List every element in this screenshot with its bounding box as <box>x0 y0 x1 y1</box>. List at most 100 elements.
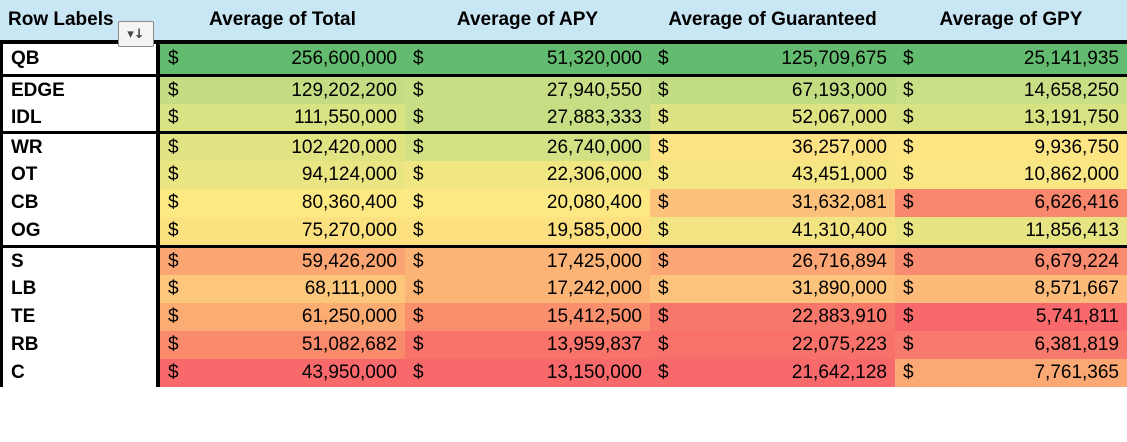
row-label[interactable]: EDGE <box>0 77 160 104</box>
table-row: EDGE $129,202,200 $27,940,550 $67,193,000 $1… <box>0 74 1127 104</box>
currency-symbol: $ <box>413 220 424 241</box>
row-labels-header[interactable]: Row Labels ▾↓ <box>0 0 160 47</box>
currency-symbol: $ <box>168 278 179 299</box>
currency-symbol: $ <box>168 164 179 185</box>
value-cell[interactable]: $43,451,000 <box>650 161 895 189</box>
cell-value: 129,202,200 <box>291 79 397 101</box>
value-cell[interactable]: $31,890,000 <box>650 275 895 303</box>
value-cell[interactable]: $102,420,000 <box>160 134 405 161</box>
currency-symbol: $ <box>413 250 424 272</box>
value-cell[interactable]: $14,658,250 <box>895 77 1127 104</box>
cell-value: 17,242,000 <box>546 278 642 299</box>
row-label[interactable]: C <box>0 359 160 387</box>
currency-symbol: $ <box>903 362 914 383</box>
cell-value: 67,193,000 <box>791 79 887 101</box>
average-of-apy-header[interactable]: Average of APY <box>456 9 599 30</box>
currency-symbol: $ <box>658 106 669 128</box>
value-cell[interactable]: $36,257,000 <box>650 134 895 161</box>
row-label[interactable]: QB <box>0 44 160 74</box>
currency-symbol: $ <box>903 136 914 158</box>
currency-symbol: $ <box>168 250 179 272</box>
value-cell[interactable]: $51,082,682 <box>160 331 405 359</box>
value-cell[interactable]: $9,936,750 <box>895 134 1127 161</box>
value-cell[interactable]: $67,193,000 <box>650 77 895 104</box>
row-label[interactable]: TE <box>0 303 160 331</box>
value-cell[interactable]: $22,883,910 <box>650 303 895 331</box>
value-cell[interactable]: $13,959,837 <box>405 331 650 359</box>
value-cell[interactable]: $15,412,500 <box>405 303 650 331</box>
value-cell[interactable]: $20,080,400 <box>405 189 650 217</box>
currency-symbol: $ <box>413 164 424 185</box>
value-cell[interactable]: $10,862,000 <box>895 161 1127 189</box>
value-cell[interactable]: $17,425,000 <box>405 248 650 275</box>
cell-value: 125,709,675 <box>781 48 887 69</box>
cell-value: 27,940,550 <box>546 79 642 101</box>
value-cell[interactable]: $21,642,128 <box>650 359 895 387</box>
cell-value: 256,600,000 <box>291 48 397 69</box>
value-cell[interactable]: $13,150,000 <box>405 359 650 387</box>
table-row: TE $61,250,000 $15,412,500 $22,883,910 $5,74… <box>0 303 1127 331</box>
value-cell[interactable]: $22,075,223 <box>650 331 895 359</box>
currency-symbol: $ <box>903 334 914 355</box>
row-label[interactable]: WR <box>0 134 160 161</box>
table-row: C $43,950,000 $13,150,000 $21,642,128 $7,761… <box>0 359 1127 387</box>
cell-value: 6,626,416 <box>1034 192 1119 213</box>
row-label[interactable]: CB <box>0 189 160 217</box>
currency-symbol: $ <box>658 220 669 241</box>
table-row: S $59,426,200 $17,425,000 $26,716,894 $6,679… <box>0 245 1127 275</box>
value-cell[interactable]: $52,067,000 <box>650 104 895 131</box>
cell-value: 21,642,128 <box>791 362 887 383</box>
row-label[interactable]: LB <box>0 275 160 303</box>
row-label[interactable]: OG <box>0 217 160 245</box>
value-cell[interactable]: $61,250,000 <box>160 303 405 331</box>
value-cell[interactable]: $6,679,224 <box>895 248 1127 275</box>
currency-symbol: $ <box>903 220 914 241</box>
value-cell[interactable]: $7,761,365 <box>895 359 1127 387</box>
value-cell[interactable]: $13,191,750 <box>895 104 1127 131</box>
value-cell[interactable]: $94,124,000 <box>160 161 405 189</box>
value-cell[interactable]: $17,242,000 <box>405 275 650 303</box>
value-cell[interactable]: $75,270,000 <box>160 217 405 245</box>
value-cell[interactable]: $22,306,000 <box>405 161 650 189</box>
cell-value: 7,761,365 <box>1034 362 1119 383</box>
value-cell[interactable]: $59,426,200 <box>160 248 405 275</box>
value-cell[interactable]: $125,709,675 <box>650 44 895 74</box>
value-cell[interactable]: $68,111,000 <box>160 275 405 303</box>
value-cell[interactable]: $80,360,400 <box>160 189 405 217</box>
value-cell[interactable]: $8,571,667 <box>895 275 1127 303</box>
row-label[interactable]: S <box>0 248 160 275</box>
value-cell[interactable]: $27,883,333 <box>405 104 650 131</box>
value-cell[interactable]: $26,716,894 <box>650 248 895 275</box>
value-cell[interactable]: $51,320,000 <box>405 44 650 74</box>
cell-value: 22,306,000 <box>546 164 642 185</box>
cell-value: 27,883,333 <box>546 106 642 128</box>
value-cell[interactable]: $26,740,000 <box>405 134 650 161</box>
value-cell[interactable]: $11,856,413 <box>895 217 1127 245</box>
value-cell[interactable]: $5,741,811 <box>895 303 1127 331</box>
average-of-total-header[interactable]: Average of Total <box>209 9 356 30</box>
value-cell[interactable]: $111,550,000 <box>160 104 405 131</box>
value-cell[interactable]: $256,600,000 <box>160 44 405 74</box>
cell-value: 6,679,224 <box>1034 250 1119 272</box>
value-cell[interactable]: $27,940,550 <box>405 77 650 104</box>
cell-value: 25,141,935 <box>1023 48 1119 69</box>
average-of-guaranteed-header[interactable]: Average of Guaranteed <box>668 9 877 30</box>
row-label[interactable]: RB <box>0 331 160 359</box>
value-cell[interactable]: $6,626,416 <box>895 189 1127 217</box>
value-cell[interactable]: $31,632,081 <box>650 189 895 217</box>
cell-value: 26,716,894 <box>791 250 887 272</box>
value-cell[interactable]: $19,585,000 <box>405 217 650 245</box>
average-of-gpy-header[interactable]: Average of GPY <box>939 9 1083 30</box>
value-cell[interactable]: $25,141,935 <box>895 44 1127 74</box>
currency-symbol: $ <box>413 79 424 101</box>
value-cell[interactable]: $6,381,819 <box>895 331 1127 359</box>
row-label[interactable]: IDL <box>0 104 160 131</box>
pivot-header-row: Row Labels ▾↓ Average of Total Average o… <box>0 0 1127 47</box>
cell-value: 13,150,000 <box>546 362 642 383</box>
value-cell[interactable]: $129,202,200 <box>160 77 405 104</box>
row-label[interactable]: OT <box>0 161 160 189</box>
currency-symbol: $ <box>658 164 669 185</box>
value-cell[interactable]: $41,310,400 <box>650 217 895 245</box>
value-cell[interactable]: $43,950,000 <box>160 359 405 387</box>
filter-sort-icon[interactable]: ▾↓ <box>118 21 154 47</box>
